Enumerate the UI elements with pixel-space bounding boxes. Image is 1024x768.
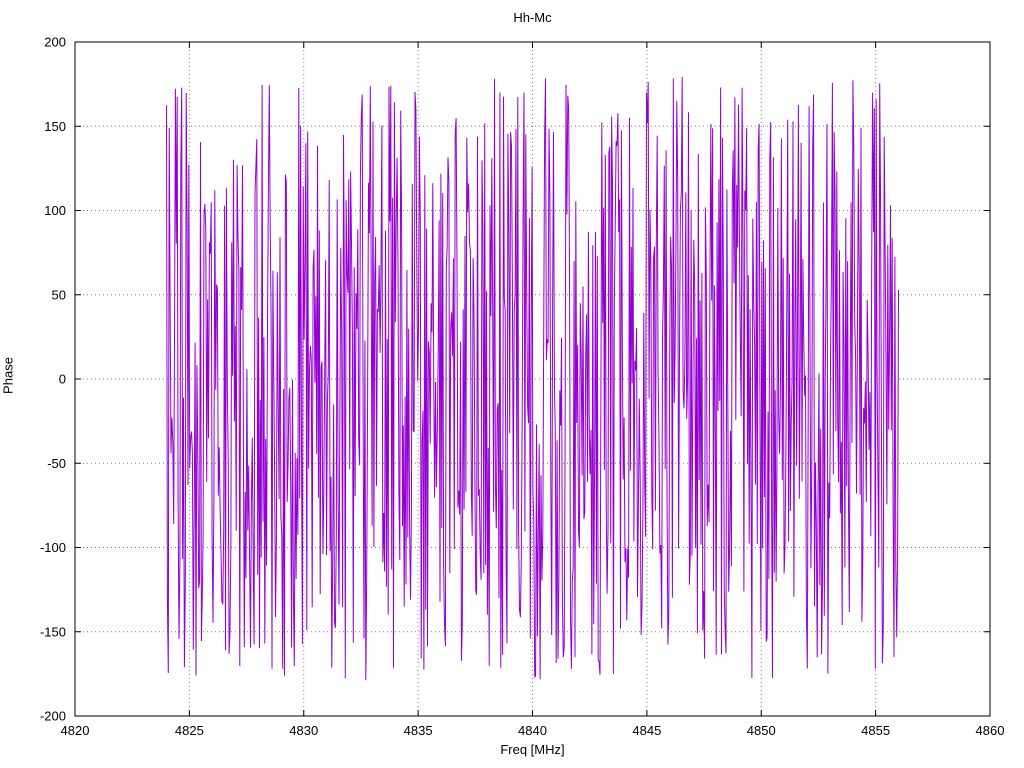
y-tick-label: -50	[47, 456, 66, 471]
y-tick-label: -100	[40, 540, 66, 555]
y-tick-label: 100	[44, 203, 66, 218]
x-tick-label: 4820	[61, 723, 90, 738]
x-axis-label: Freq [MHz]	[500, 742, 565, 757]
x-tick-label: 4835	[404, 723, 433, 738]
x-tick-label: 4840	[518, 723, 547, 738]
phase-series-line	[166, 76, 899, 681]
y-tick-label: 150	[44, 119, 66, 134]
x-tick-label: 4850	[747, 723, 776, 738]
y-tick-label: 50	[52, 287, 66, 302]
x-tick-label: 4825	[175, 723, 204, 738]
y-tick-label: -150	[40, 624, 66, 639]
y-tick-label: -200	[40, 709, 66, 724]
x-tick-label: 4830	[289, 723, 318, 738]
x-tick-label: 4845	[632, 723, 661, 738]
y-tick-label: 200	[44, 35, 66, 50]
y-tick-label: 0	[59, 372, 66, 387]
chart-title: Hh-Mc	[513, 10, 552, 25]
x-tick-label: 4855	[861, 723, 890, 738]
x-tick-label: 4860	[976, 723, 1005, 738]
